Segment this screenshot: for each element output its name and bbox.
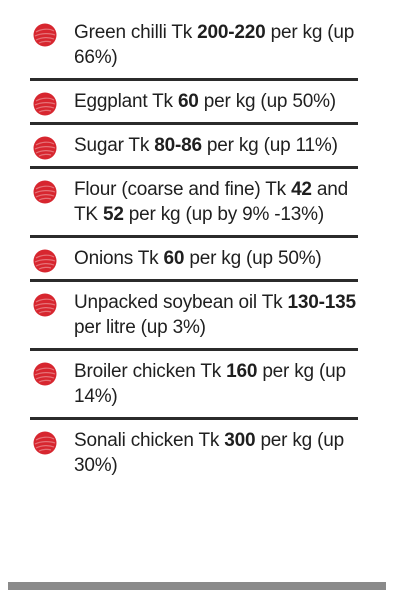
- red-scribble-dot-icon: [32, 91, 58, 117]
- price-text: Sonali chicken Tk: [74, 430, 225, 451]
- red-scribble-dot-icon: [32, 179, 58, 205]
- red-scribble-dot-icon: [32, 292, 58, 318]
- price-item-flour: Flour (coarse and fine) Tk 42 and TK 52 …: [30, 169, 358, 238]
- price-text: Green chilli Tk: [74, 22, 198, 43]
- price-value: 52: [102, 204, 124, 225]
- price-value: 60: [163, 248, 185, 269]
- price-value: 160: [226, 361, 258, 382]
- red-scribble-dot-icon: [32, 22, 58, 48]
- price-list: Green chilli Tk 200-220 per kg (up 66%) E…: [30, 12, 358, 486]
- price-item-onions: Onions Tk 60 per kg (up 50%): [30, 238, 358, 282]
- price-text: per kg (up 11%): [201, 135, 338, 156]
- price-item-text: Unpacked soybean oil Tk 130-135 per litr…: [74, 292, 356, 338]
- price-text: Unpacked soybean oil Tk: [74, 292, 288, 313]
- price-item-text: Broiler chicken Tk 160 per kg (up 14%): [74, 361, 346, 407]
- price-item-broiler-chicken: Broiler chicken Tk 160 per kg (up 14%): [30, 351, 358, 420]
- price-text: per kg (up 14%): [74, 361, 346, 407]
- red-scribble-dot-icon: [32, 361, 58, 387]
- bottom-bar: [8, 582, 386, 590]
- price-item-eggplant: Eggplant Tk 60 per kg (up 50%): [30, 81, 358, 125]
- price-item-text: Sonali chicken Tk 300 per kg (up 30%): [74, 430, 344, 476]
- price-item-text: Eggplant Tk 60 per kg (up 50%): [74, 91, 336, 112]
- price-value: 130-135: [287, 292, 356, 313]
- price-value: 300: [224, 430, 256, 451]
- price-item-text: Onions Tk 60 per kg (up 50%): [74, 248, 322, 269]
- red-scribble-dot-icon: [32, 430, 58, 456]
- price-item-soybean-oil: Unpacked soybean oil Tk 130-135 per litr…: [30, 282, 358, 351]
- price-text: Onions Tk: [74, 248, 164, 269]
- price-item-sugar: Sugar Tk 80-86 per kg (up 11%): [30, 125, 358, 169]
- price-text: Flour (coarse and fine) Tk: [74, 179, 292, 200]
- price-text: Eggplant Tk: [74, 91, 178, 112]
- price-text: Sugar Tk: [74, 135, 155, 156]
- price-item-text: Green chilli Tk 200-220 per kg (up 66%): [74, 22, 354, 68]
- price-value: 80-86: [154, 135, 202, 156]
- price-text: per kg (up 66%): [74, 22, 355, 68]
- price-text: per kg (up 30%): [74, 430, 344, 476]
- price-text: and TK: [74, 179, 348, 225]
- price-text: per kg (up by 9% -13%): [123, 204, 324, 225]
- price-item-sonali-chicken: Sonali chicken Tk 300 per kg (up 30%): [30, 420, 358, 486]
- price-text: per kg (up 50%): [184, 248, 322, 269]
- price-text: Broiler chicken Tk: [74, 361, 227, 382]
- price-item-text: Flour (coarse and fine) Tk 42 and TK 52 …: [74, 179, 348, 225]
- red-scribble-dot-icon: [32, 135, 58, 161]
- price-value: 200-220: [197, 22, 266, 43]
- price-item-text: Sugar Tk 80-86 per kg (up 11%): [74, 135, 338, 156]
- red-scribble-dot-icon: [32, 248, 58, 274]
- price-item-green-chilli: Green chilli Tk 200-220 per kg (up 66%): [30, 12, 358, 81]
- price-value: 42: [291, 179, 312, 200]
- price-text: per litre (up 3%): [74, 317, 206, 338]
- price-value: 60: [177, 91, 199, 112]
- price-text: per kg (up 50%): [198, 91, 336, 112]
